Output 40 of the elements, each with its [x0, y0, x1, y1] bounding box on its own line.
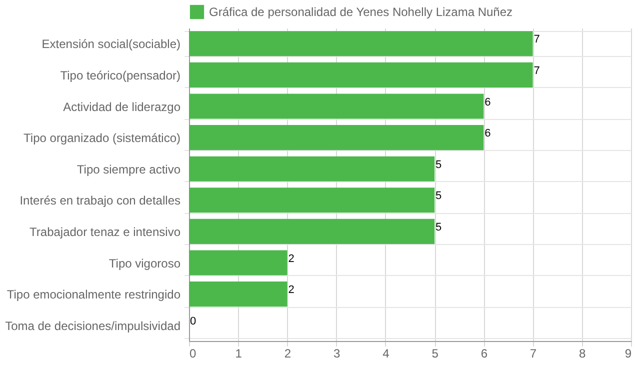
data-label: 0 — [190, 315, 196, 328]
x-tick-label: 7 — [530, 346, 537, 360]
y-tick-label: Toma de decisiones/impulsividad — [5, 318, 180, 333]
x-tick-label: 4 — [382, 346, 390, 360]
bar — [189, 188, 435, 213]
y-tick-label: Interés en trabajo con detalles — [20, 194, 180, 208]
bar — [189, 31, 533, 56]
y-tick-label: Actividad de liderazgo — [63, 100, 181, 114]
data-label: 5 — [436, 158, 442, 171]
x-tick-label: 0 — [190, 346, 196, 360]
y-tick-label: Trabajador tenaz e intensivo — [30, 224, 181, 239]
y-tick-label: Extensión social(sociable) — [42, 37, 180, 52]
y-tick-label: Tipo siempre activo — [76, 162, 181, 176]
bar — [189, 218, 435, 244]
x-tick-label: 9 — [624, 346, 632, 360]
bar — [189, 250, 288, 276]
bar — [189, 94, 484, 119]
data-label: 6 — [484, 96, 491, 108]
x-tick-label: 3 — [333, 346, 340, 360]
y-tick-label: Tipo vigoroso — [108, 256, 181, 270]
x-tick-label: 2 — [284, 346, 292, 360]
data-label: 7 — [534, 34, 540, 46]
bar — [189, 125, 484, 150]
x-tick-label: 8 — [579, 346, 586, 360]
y-tick-label: Tipo teórico(pensador) — [60, 68, 181, 82]
data-label: 7 — [534, 64, 540, 77]
bar — [189, 156, 435, 182]
legend-label: Gráfica de personalidad de Yenes Nohelly Lizama Nuñez — [209, 5, 513, 19]
data-label: 6 — [484, 128, 491, 140]
data-label: 5 — [436, 221, 442, 234]
bar — [189, 62, 533, 88]
data-label: 2 — [288, 252, 294, 265]
data-label: 5 — [436, 190, 442, 202]
x-tick-label: 5 — [432, 346, 439, 360]
y-tick-label: Tipo emocionalmente restringido — [6, 288, 181, 302]
x-tick-label: 1 — [235, 346, 242, 360]
bar — [189, 282, 288, 307]
y-tick-label: Tipo organizado (sistemático) — [24, 131, 180, 146]
x-tick-label: 6 — [480, 346, 488, 360]
data-label: 2 — [288, 284, 294, 296]
